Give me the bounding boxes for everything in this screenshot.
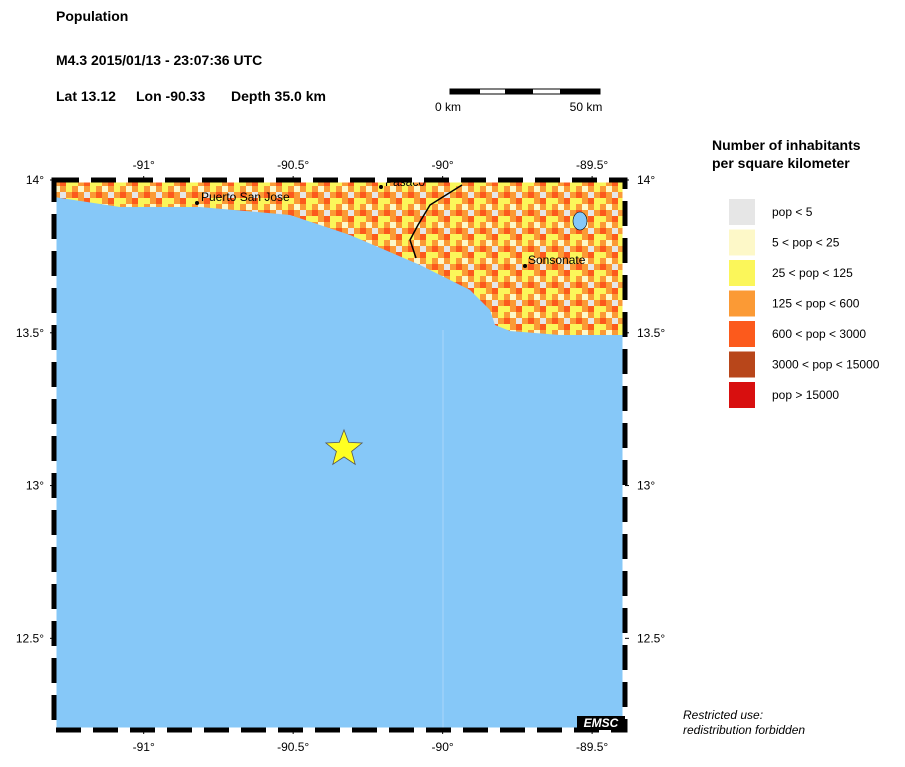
legend-label: 600 < pop < 3000 xyxy=(772,327,866,341)
legend-label: 3000 < pop < 15000 xyxy=(772,358,880,372)
x-tick-label: -89.5° xyxy=(576,740,608,754)
title: Population xyxy=(56,8,128,24)
epicenter xyxy=(324,428,364,466)
frame-dash xyxy=(51,177,628,733)
legend-swatch xyxy=(729,260,755,286)
legend-swatch xyxy=(729,290,755,317)
legend-label: 5 < pop < 25 xyxy=(772,236,840,250)
x-tick-label: -90.5° xyxy=(277,740,309,754)
y-tick-label: 14° xyxy=(26,173,44,187)
x-tick-label: -90.5° xyxy=(277,158,309,172)
event: M4.3 2015/01/13 - 23:07:36 UTC xyxy=(56,52,262,68)
legend-label: pop < 5 xyxy=(772,205,813,219)
city-dot xyxy=(523,264,527,268)
depth: Depth 35.0 km xyxy=(231,88,326,104)
y-tick-label: 13° xyxy=(26,479,44,493)
y-tick-label: 12.5° xyxy=(16,631,44,645)
legend-label: pop > 15000 xyxy=(772,388,839,402)
y-tick-label: 12.5° xyxy=(637,631,665,645)
legend-swatch xyxy=(729,229,755,256)
scale-start: 0 km xyxy=(435,100,461,114)
lake xyxy=(572,211,588,231)
legend-label: 125 < pop < 600 xyxy=(772,297,860,311)
legend-label: 25 < pop < 125 xyxy=(772,266,853,280)
city-dot xyxy=(379,185,383,189)
x-tick-label: -91° xyxy=(133,740,155,754)
legend: Number of inhabitants per square kilomet… xyxy=(712,137,880,408)
notice: Restricted use: xyxy=(683,708,763,722)
city-label: Puerto San Jose xyxy=(201,190,290,204)
scale-bar: 0 km 50 km xyxy=(435,88,603,114)
scale-end: 50 km xyxy=(570,100,603,114)
land xyxy=(54,180,625,335)
credit-bg xyxy=(577,716,625,730)
legend-title: per square kilometer xyxy=(712,155,850,171)
legend-swatch xyxy=(729,321,755,347)
y-tick-label: 13.5° xyxy=(16,326,44,340)
x-tick-label: -91° xyxy=(133,158,155,172)
legend-swatch xyxy=(729,199,755,225)
border xyxy=(409,184,463,259)
lat: Lat 13.12 xyxy=(56,88,116,104)
credit: EMSC xyxy=(584,716,619,730)
y-tick-label: 13° xyxy=(637,479,655,493)
x-tick-label: -90° xyxy=(432,740,454,754)
x-tick-label: -90° xyxy=(432,158,454,172)
city-label: Sonsonate xyxy=(528,253,586,267)
notice: redistribution forbidden xyxy=(683,723,805,737)
legend-swatch xyxy=(729,382,755,408)
x-tick-label: -89.5° xyxy=(576,158,608,172)
legend-swatch xyxy=(729,351,755,378)
y-tick-label: 13.5° xyxy=(637,326,665,340)
city-dot xyxy=(195,201,199,205)
legend-title: Number of inhabitants xyxy=(712,137,861,153)
y-tick-label: 14° xyxy=(637,173,655,187)
lon: Lon -90.33 xyxy=(136,88,205,104)
